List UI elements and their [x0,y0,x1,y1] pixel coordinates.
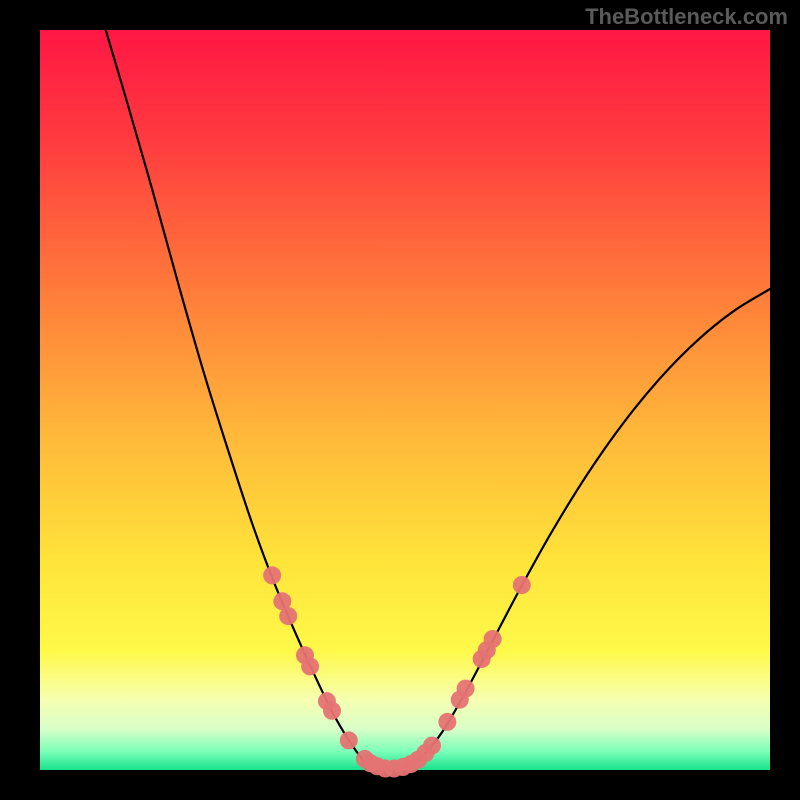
marker-point [279,607,297,625]
marker-point [263,566,281,584]
marker-point [323,702,341,720]
marker-point [457,680,475,698]
marker-point [438,713,456,731]
bottleneck-chart [0,0,800,800]
chart-container: TheBottleneck.com [0,0,800,800]
marker-point [301,657,319,675]
marker-point [423,737,441,755]
marker-point [340,731,358,749]
marker-point [484,630,502,648]
plot-background [40,30,770,770]
marker-point [513,576,531,594]
